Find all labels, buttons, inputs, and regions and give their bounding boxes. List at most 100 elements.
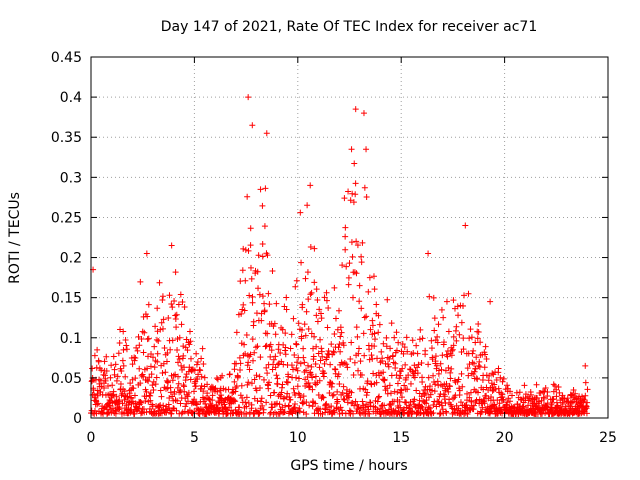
data-point <box>570 386 577 393</box>
data-point <box>287 396 294 403</box>
data-point <box>266 379 273 386</box>
data-point <box>323 289 330 296</box>
data-point <box>193 350 200 357</box>
data-point <box>165 378 172 385</box>
data-point <box>181 388 188 395</box>
data-point <box>115 350 122 357</box>
data-point <box>384 354 391 361</box>
data-point <box>237 360 244 367</box>
data-point <box>161 345 168 352</box>
data-point <box>434 333 441 340</box>
data-point <box>182 373 189 380</box>
data-point <box>353 324 360 331</box>
data-point <box>354 333 361 340</box>
data-point <box>434 398 441 405</box>
data-point <box>356 298 363 305</box>
data-point <box>343 263 350 270</box>
data-point <box>294 359 300 366</box>
data-point <box>167 346 174 353</box>
data-point <box>440 314 447 321</box>
data-point <box>330 349 337 356</box>
data-point <box>304 362 311 369</box>
data-point <box>449 346 456 353</box>
data-point <box>138 399 145 406</box>
data-point <box>405 372 412 379</box>
data-point <box>350 371 357 378</box>
data-point <box>263 399 270 406</box>
data-point <box>343 386 350 393</box>
data-point <box>133 344 140 351</box>
data-point <box>336 380 343 387</box>
data-point <box>242 399 249 406</box>
data-point <box>507 388 514 395</box>
data-point <box>398 387 405 394</box>
data-point <box>243 403 250 410</box>
data-point <box>370 370 377 377</box>
data-point <box>257 186 264 193</box>
data-point <box>414 370 421 377</box>
data-point <box>254 397 261 404</box>
data-point <box>145 301 152 308</box>
data-point <box>116 397 123 404</box>
data-point <box>332 315 339 322</box>
data-point <box>183 336 190 343</box>
data-point <box>206 396 213 403</box>
data-point <box>437 360 444 367</box>
data-point <box>293 277 300 284</box>
data-point <box>475 320 482 327</box>
data-point <box>305 296 312 303</box>
data-point <box>363 193 370 200</box>
data-point <box>180 352 187 359</box>
data-point <box>308 289 315 296</box>
data-point <box>105 382 112 389</box>
data-point <box>464 410 471 417</box>
data-point <box>152 381 159 388</box>
data-point <box>469 350 476 357</box>
data-point <box>294 383 301 390</box>
data-point <box>112 361 119 368</box>
data-point <box>187 376 194 383</box>
data-point <box>395 339 402 346</box>
data-point <box>474 410 481 417</box>
data-point <box>121 396 128 403</box>
data-point <box>171 297 178 304</box>
data-point <box>360 110 367 117</box>
data-point <box>553 393 560 400</box>
data-point <box>337 333 344 340</box>
data-point <box>297 360 304 367</box>
data-point <box>115 403 122 410</box>
data-point <box>171 388 178 395</box>
data-point <box>160 360 167 367</box>
data-point <box>159 325 166 332</box>
data-point <box>154 350 161 357</box>
data-point <box>358 253 365 260</box>
data-point <box>270 323 277 330</box>
data-point <box>553 399 560 406</box>
data-point <box>371 286 378 293</box>
data-point <box>459 383 466 390</box>
data-point <box>147 363 154 370</box>
data-point <box>283 306 290 313</box>
data-point <box>334 326 341 333</box>
data-point <box>307 244 314 251</box>
data-point <box>455 376 462 383</box>
data-point <box>298 326 305 333</box>
data-point <box>258 395 265 402</box>
data-point <box>341 360 348 367</box>
data-point <box>477 408 484 415</box>
data-point <box>347 197 354 204</box>
data-point <box>351 160 358 167</box>
data-point <box>306 402 313 409</box>
data-point <box>283 294 290 301</box>
data-point <box>432 353 439 360</box>
data-point <box>129 361 136 368</box>
data-point <box>383 343 390 350</box>
data-point <box>204 390 211 397</box>
data-point <box>265 385 272 392</box>
data-point <box>260 406 267 413</box>
data-point <box>111 371 118 378</box>
data-point <box>185 389 192 396</box>
data-point <box>300 354 307 361</box>
data-point <box>311 245 318 252</box>
data-point <box>209 392 216 399</box>
